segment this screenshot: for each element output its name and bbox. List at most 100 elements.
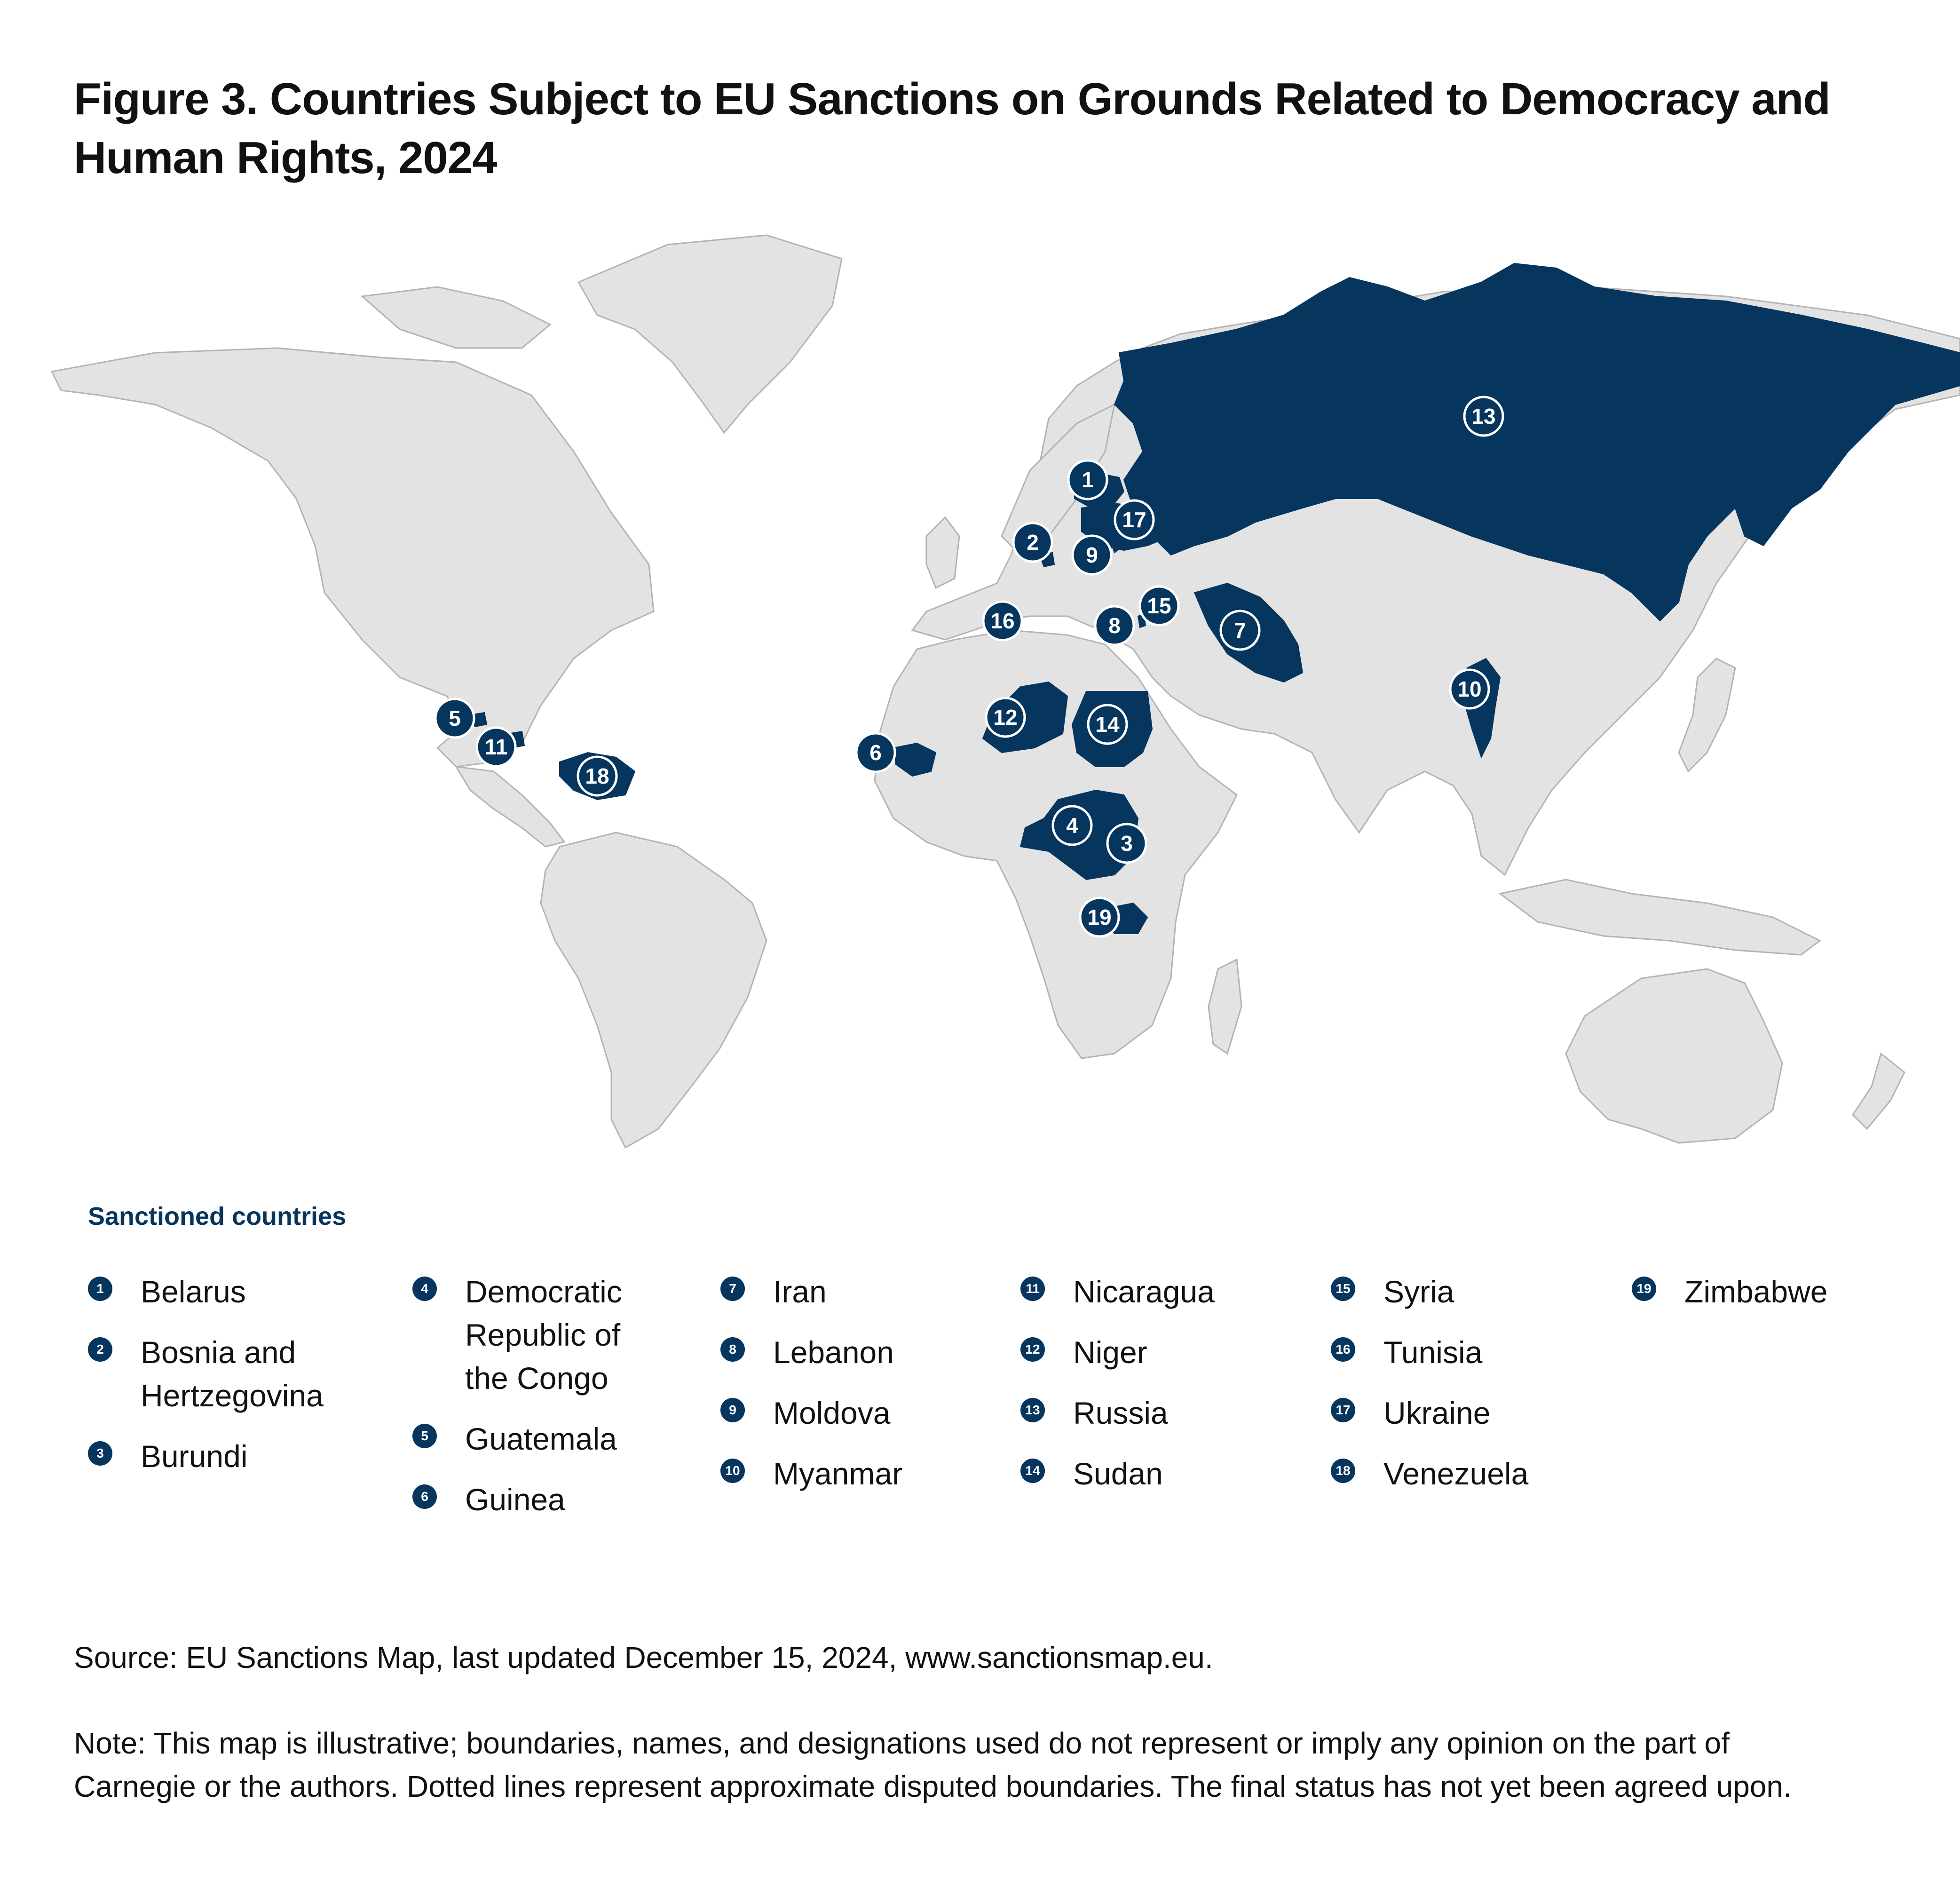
legend-label: Moldova bbox=[773, 1396, 891, 1430]
legend-item-iran: 7 Iran bbox=[720, 1270, 1012, 1313]
svg-text:19: 19 bbox=[1087, 905, 1111, 929]
legend-item-guatemala: 5 Guatemala bbox=[412, 1417, 704, 1460]
svg-text:3: 3 bbox=[1121, 831, 1133, 856]
map-marker-14: 14 bbox=[1087, 704, 1128, 745]
land-central-america bbox=[455, 766, 566, 848]
legend-item-ukraine: 17 Ukraine bbox=[1331, 1391, 1622, 1435]
legend-label: Syria bbox=[1383, 1274, 1454, 1309]
legend-label: Belarus bbox=[141, 1274, 246, 1309]
legend-label: Sudan bbox=[1073, 1456, 1163, 1491]
legend-label: Iran bbox=[773, 1274, 827, 1309]
land-greenland bbox=[577, 234, 843, 434]
land-new-zealand bbox=[1852, 1052, 1905, 1130]
svg-text:10: 10 bbox=[1457, 677, 1481, 701]
map-marker-17: 17 bbox=[1114, 499, 1155, 540]
legend-label: Bosnia and Hertzegovina bbox=[141, 1335, 324, 1413]
map-marker-11: 11 bbox=[475, 726, 517, 768]
map-marker-12: 12 bbox=[985, 697, 1026, 738]
legend-column-4: 11 Nicaragua 12 Niger 13 Russia 14 Sudan bbox=[1020, 1270, 1312, 1513]
legend-item-sudan: 14 Sudan bbox=[1020, 1452, 1312, 1495]
svg-text:15: 15 bbox=[1147, 594, 1171, 618]
map-marker-3: 3 bbox=[1106, 823, 1147, 864]
svg-text:8: 8 bbox=[1108, 613, 1121, 638]
map-marker-1: 1 bbox=[1067, 459, 1108, 500]
map-marker-10: 10 bbox=[1449, 668, 1490, 710]
legend-item-burundi: 3 Burundi bbox=[88, 1435, 379, 1478]
markers: 1 2 3 4 5 6 7 8 9 10 11 12 13 14 15 16 1… bbox=[434, 396, 1504, 938]
legend-item-russia: 13 Russia bbox=[1020, 1391, 1312, 1435]
legend-badge: 17 bbox=[1331, 1398, 1355, 1422]
map-marker-13: 13 bbox=[1463, 396, 1504, 437]
svg-text:11: 11 bbox=[485, 735, 508, 759]
legend-item-tunisia: 16 Tunisia bbox=[1331, 1331, 1622, 1374]
land-uk-ireland bbox=[925, 516, 960, 589]
legend-item-lebanon: 8 Lebanon bbox=[720, 1331, 1012, 1374]
map-marker-7: 7 bbox=[1219, 610, 1261, 651]
legend-badge: 4 bbox=[412, 1277, 437, 1301]
land-australia bbox=[1565, 968, 1783, 1144]
legend-badge: 1 bbox=[88, 1277, 112, 1301]
legend-column-2: 4 Democratic Republic of the Congo 5 Guate… bbox=[412, 1270, 704, 1539]
svg-text:17: 17 bbox=[1122, 508, 1146, 532]
legend-label: Venezuela bbox=[1383, 1456, 1529, 1491]
legend-badge: 18 bbox=[1331, 1459, 1355, 1483]
legend-column-5: 15 Syria 16 Tunisia 17 Ukraine 18 Venezuela bbox=[1331, 1270, 1622, 1513]
legend-label: Burundi bbox=[141, 1439, 248, 1474]
legend-item-zimbabwe: 19 Zimbabwe bbox=[1632, 1270, 1923, 1313]
legend-badge: 19 bbox=[1632, 1277, 1656, 1301]
svg-text:12: 12 bbox=[993, 705, 1017, 730]
legend-label: Guatemala bbox=[465, 1421, 617, 1456]
land-arctic-islands bbox=[360, 286, 552, 349]
svg-text:9: 9 bbox=[1086, 543, 1098, 567]
legend-badge: 11 bbox=[1020, 1277, 1045, 1301]
russia-shape bbox=[1114, 262, 1960, 622]
legend-badge: 5 bbox=[412, 1424, 437, 1448]
map-marker-2: 2 bbox=[1012, 522, 1053, 563]
legend-label: Russia bbox=[1073, 1396, 1168, 1430]
legend-label: Guinea bbox=[465, 1482, 565, 1517]
legend-item-venezuela: 18 Venezuela bbox=[1331, 1452, 1622, 1495]
legend-label: Zimbabwe bbox=[1684, 1274, 1828, 1309]
legend-label: Myanmar bbox=[773, 1456, 903, 1491]
svg-text:1: 1 bbox=[1082, 468, 1094, 492]
map-marker-6: 6 bbox=[855, 732, 896, 773]
svg-text:2: 2 bbox=[1027, 530, 1039, 555]
svg-text:18: 18 bbox=[585, 764, 609, 788]
svg-text:7: 7 bbox=[1234, 618, 1246, 643]
legend-badge: 2 bbox=[88, 1337, 112, 1362]
map-marker-5: 5 bbox=[434, 698, 475, 739]
map-marker-16: 16 bbox=[982, 600, 1023, 642]
legend-badge: 8 bbox=[720, 1337, 745, 1362]
land-southeast-asia-islands bbox=[1498, 879, 1821, 956]
legend-column-1: 1 Belarus 2 Bosnia and Hertzegovina 3 Burun… bbox=[88, 1270, 379, 1495]
legend-label: Democratic Republic of the Congo bbox=[465, 1274, 622, 1396]
figure-title: Figure 3. Countries Subject to EU Sancti… bbox=[74, 74, 1831, 183]
svg-text:4: 4 bbox=[1066, 813, 1078, 838]
legend-column-6: 19 Zimbabwe bbox=[1632, 1270, 1923, 1331]
legend-item-nicaragua: 11 Nicaragua bbox=[1020, 1270, 1312, 1313]
legend-badge: 12 bbox=[1020, 1337, 1045, 1362]
legend-badge: 13 bbox=[1020, 1398, 1045, 1422]
svg-text:13: 13 bbox=[1471, 404, 1495, 428]
land-madagascar bbox=[1208, 958, 1242, 1055]
map-marker-4: 4 bbox=[1051, 805, 1093, 846]
legend-badge: 14 bbox=[1020, 1459, 1045, 1483]
world-map: 1 2 3 4 5 6 7 8 9 10 11 12 13 14 15 16 1… bbox=[50, 234, 1960, 1149]
legend-heading: Sanctioned countries bbox=[88, 1202, 347, 1230]
source-note: Source: EU Sanctions Map, last updated D… bbox=[74, 1641, 1213, 1674]
legend: 1 Belarus 2 Bosnia and Hertzegovina 3 Burun… bbox=[88, 1270, 1922, 1552]
legend-label: Niger bbox=[1073, 1335, 1147, 1370]
legend-label: Nicaragua bbox=[1073, 1274, 1215, 1309]
svg-text:6: 6 bbox=[869, 740, 882, 765]
legend-badge: 6 bbox=[412, 1484, 437, 1509]
legend-badge: 10 bbox=[720, 1459, 745, 1483]
disclaimer-note: Note: This map is illustrative; boundari… bbox=[74, 1726, 1792, 1803]
legend-item-moldova: 9 Moldova bbox=[720, 1391, 1012, 1435]
svg-text:16: 16 bbox=[990, 609, 1014, 633]
moldova-shape bbox=[1109, 535, 1121, 554]
land-south-america bbox=[540, 832, 767, 1149]
svg-text:5: 5 bbox=[449, 706, 461, 730]
land-japan bbox=[1678, 658, 1736, 773]
legend-label: Ukraine bbox=[1383, 1396, 1491, 1430]
legend-badge: 3 bbox=[88, 1441, 112, 1466]
